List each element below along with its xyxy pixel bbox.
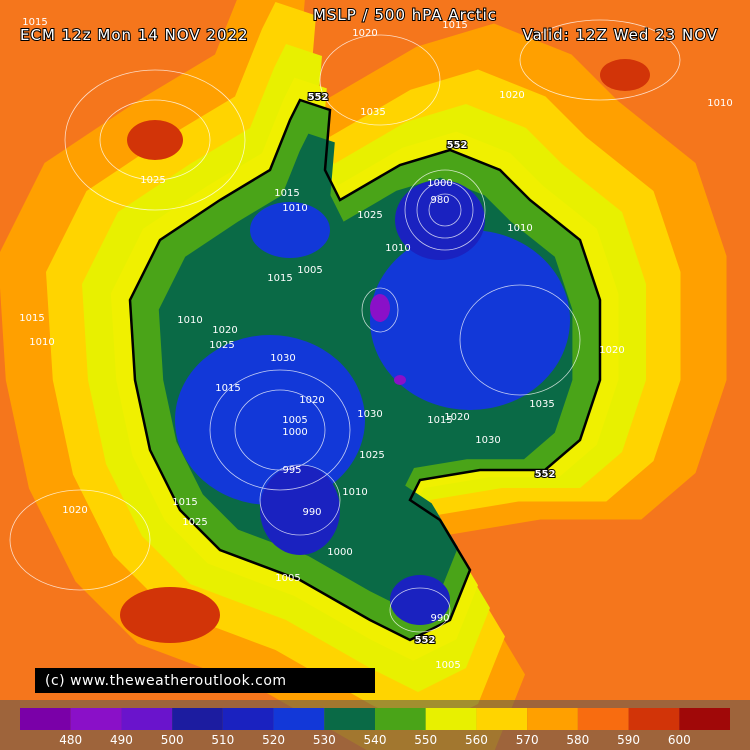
contour-label: 1010 (282, 203, 307, 214)
contour-label: 1000 (327, 547, 352, 558)
contour-label: 1010 (507, 223, 532, 234)
contour-label: 1025 (182, 517, 207, 528)
contour-label: 1015 (427, 415, 452, 426)
contour-label: 1030 (357, 409, 382, 420)
contour-label: 1005 (297, 265, 322, 276)
legend-label: 490 (110, 733, 133, 747)
contour-label: 980 (430, 195, 449, 206)
legend-swatch (425, 708, 477, 730)
low-height-area (390, 575, 450, 625)
contour-label: 552 (308, 92, 329, 103)
legend-swatch (679, 708, 730, 730)
copyright-box (35, 668, 375, 693)
legend-swatch (527, 708, 578, 730)
contour-labels: 5525525525521015102010151025103510201010… (19, 17, 732, 671)
contour-label: 1020 (444, 412, 469, 423)
legend-label: 540 (364, 733, 387, 747)
contour-label: 1010 (342, 487, 367, 498)
low-height-core (394, 375, 406, 385)
contour-552 (128, 98, 602, 642)
contour-label: 1020 (212, 325, 237, 336)
contour-label: 1010 (29, 337, 54, 348)
legend-label: 560 (465, 733, 488, 747)
contour-label: 1035 (529, 399, 554, 410)
legend-label: 580 (566, 733, 589, 747)
low-height-core (370, 294, 390, 322)
contour-label: 1025 (140, 175, 165, 186)
legend-label: 600 (668, 733, 691, 747)
contour-label: 1015 (267, 273, 292, 284)
legend-label: 520 (262, 733, 285, 747)
legend: 480 490 500 510 520 530 540 550 560 570 580 590 600 (20, 708, 730, 747)
contour-label: 1005 (275, 573, 300, 584)
legend-swatch (121, 708, 173, 730)
contour-label: 1030 (270, 353, 295, 364)
low-height-area (395, 180, 485, 260)
contour-label: 1005 (435, 660, 460, 671)
legend-swatch (20, 708, 71, 730)
legend-label: 480 (59, 733, 82, 747)
run-label: ECM 12z Mon 14 NOV 2022 (20, 26, 249, 44)
legend-swatch (628, 708, 680, 730)
contour-label: 1020 (599, 345, 624, 356)
legend-label: 500 (161, 733, 184, 747)
contour-label: 1030 (475, 435, 500, 446)
legend-label: 570 (516, 733, 539, 747)
contour-label: 1015 (215, 383, 240, 394)
legend-swatch (273, 708, 325, 730)
contour-label: 552 (447, 140, 468, 151)
legend-label: 510 (211, 733, 234, 747)
contour-label: 1020 (352, 28, 377, 39)
isobars (9, 19, 681, 633)
legend-label: 530 (313, 733, 336, 747)
legend-swatch (375, 708, 426, 730)
high-height-spot (600, 59, 650, 91)
contour-label: 552 (535, 469, 556, 480)
contour-label: 552 (415, 635, 436, 646)
legend-swatch (324, 708, 375, 730)
contour-label: 1005 (282, 415, 307, 426)
legend-label: 550 (414, 733, 437, 747)
contour-label: 1025 (357, 210, 382, 221)
low-height-area (370, 230, 570, 410)
copyright: (c) www.theweatheroutlook.com (45, 673, 287, 689)
contour-label: 1020 (499, 90, 524, 101)
contour-label: 1035 (360, 107, 385, 118)
legend-swatch (476, 708, 528, 730)
legend-swatch (222, 708, 274, 730)
contour-label: 1010 (707, 98, 732, 109)
contour-label: 1020 (299, 395, 324, 406)
contour-label: 1010 (177, 315, 202, 326)
contour-label: 1000 (427, 178, 452, 189)
contour-label: 1025 (209, 340, 234, 351)
contour-label: 995 (282, 465, 301, 476)
low-height-area (250, 202, 330, 258)
high-height-spot (120, 587, 220, 643)
contour-label: 1015 (274, 188, 299, 199)
contour-label: 1015 (22, 17, 47, 28)
low-height-area (260, 465, 340, 555)
low-height-area (175, 335, 365, 505)
legend-swatch (577, 708, 629, 730)
contour-label: 1015 (19, 313, 44, 324)
map-title: MSLP / 500 hPA Arctic (313, 6, 497, 24)
valid-label: Valid: 12Z Wed 23 NOV (523, 26, 718, 44)
high-height-spot (127, 120, 183, 160)
legend-swatch (70, 708, 122, 730)
contour-label: 1025 (359, 450, 384, 461)
contour-label: 1010 (385, 243, 410, 254)
contour-label: 1015 (442, 20, 467, 31)
contour-label: 1015 (172, 497, 197, 508)
legend-swatch (172, 708, 223, 730)
contour-label: 1000 (282, 427, 307, 438)
contour-label: 990 (430, 613, 449, 624)
height-bands (0, 0, 727, 750)
contour-label: 1020 (62, 505, 87, 516)
legend-label: 590 (617, 733, 640, 747)
contour-label: 990 (302, 507, 321, 518)
